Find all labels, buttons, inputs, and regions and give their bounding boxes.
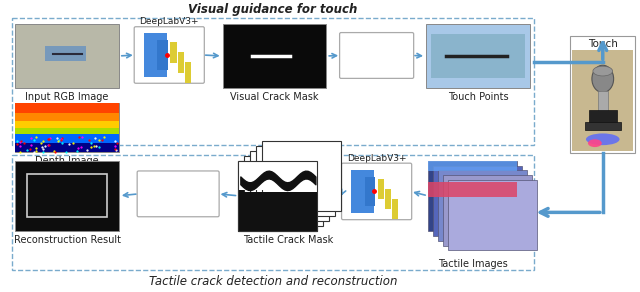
Bar xyxy=(428,161,517,171)
Bar xyxy=(443,175,532,246)
Bar xyxy=(351,170,374,213)
Bar xyxy=(378,179,384,199)
Text: Tactile crack detection and reconstruction: Tactile crack detection and reconstructi… xyxy=(148,275,397,288)
Bar xyxy=(250,151,329,221)
Bar xyxy=(15,103,119,113)
Bar xyxy=(428,182,517,197)
Text: DeepLabV3+: DeepLabV3+ xyxy=(140,17,199,26)
Bar xyxy=(15,103,119,152)
Bar xyxy=(426,24,530,88)
Bar xyxy=(15,161,119,231)
Text: Reconstruction Result: Reconstruction Result xyxy=(13,235,120,245)
FancyBboxPatch shape xyxy=(137,171,219,217)
Bar xyxy=(27,174,107,217)
Bar xyxy=(15,128,119,134)
Bar xyxy=(238,161,317,231)
Bar xyxy=(12,18,534,145)
Bar xyxy=(238,161,317,231)
Bar xyxy=(431,34,525,78)
Text: Visual Crack Mask: Visual Crack Mask xyxy=(230,92,319,102)
Bar xyxy=(45,46,86,61)
Bar xyxy=(238,192,317,231)
Bar xyxy=(385,189,391,209)
Bar xyxy=(157,40,168,69)
Bar xyxy=(15,134,119,143)
Bar xyxy=(433,166,522,236)
Bar xyxy=(570,36,636,153)
Text: DeepLabV3+: DeepLabV3+ xyxy=(347,154,406,163)
Text: Visual guidance for touch: Visual guidance for touch xyxy=(188,3,358,15)
Bar xyxy=(585,122,621,130)
Bar xyxy=(170,42,177,63)
Text: Crack
Reconstruction: Crack Reconstruction xyxy=(144,184,212,204)
Bar xyxy=(392,199,398,219)
Bar xyxy=(365,177,376,206)
FancyBboxPatch shape xyxy=(340,33,413,78)
Bar xyxy=(438,171,527,241)
Bar xyxy=(15,143,119,152)
Text: Tactile Images: Tactile Images xyxy=(438,259,508,269)
Bar xyxy=(572,50,634,151)
Text: Tactile Crack Mask: Tactile Crack Mask xyxy=(243,235,333,245)
Text: Touch Points: Touch Points xyxy=(447,92,508,102)
Bar xyxy=(589,110,616,124)
FancyBboxPatch shape xyxy=(342,163,412,220)
Bar xyxy=(144,33,167,77)
Ellipse shape xyxy=(592,65,614,93)
Text: Input RGB Image: Input RGB Image xyxy=(26,92,109,102)
Ellipse shape xyxy=(593,66,612,76)
Ellipse shape xyxy=(586,133,620,145)
FancyBboxPatch shape xyxy=(134,27,204,83)
Ellipse shape xyxy=(588,139,602,147)
Bar xyxy=(15,24,119,88)
Bar xyxy=(428,161,517,231)
Bar xyxy=(223,24,326,88)
Bar xyxy=(12,155,534,270)
Text: Depth Image: Depth Image xyxy=(35,156,99,166)
Text: Touch: Touch xyxy=(588,39,618,49)
Bar xyxy=(15,113,119,121)
Bar xyxy=(244,156,323,226)
Bar xyxy=(15,121,119,128)
Bar xyxy=(262,141,341,211)
Bar xyxy=(185,62,191,83)
Bar xyxy=(178,52,184,73)
Bar xyxy=(598,91,608,112)
Bar xyxy=(256,146,335,216)
Bar xyxy=(448,180,536,250)
Text: Touch Points
Generator: Touch Points Generator xyxy=(349,46,404,65)
Bar xyxy=(238,161,317,190)
